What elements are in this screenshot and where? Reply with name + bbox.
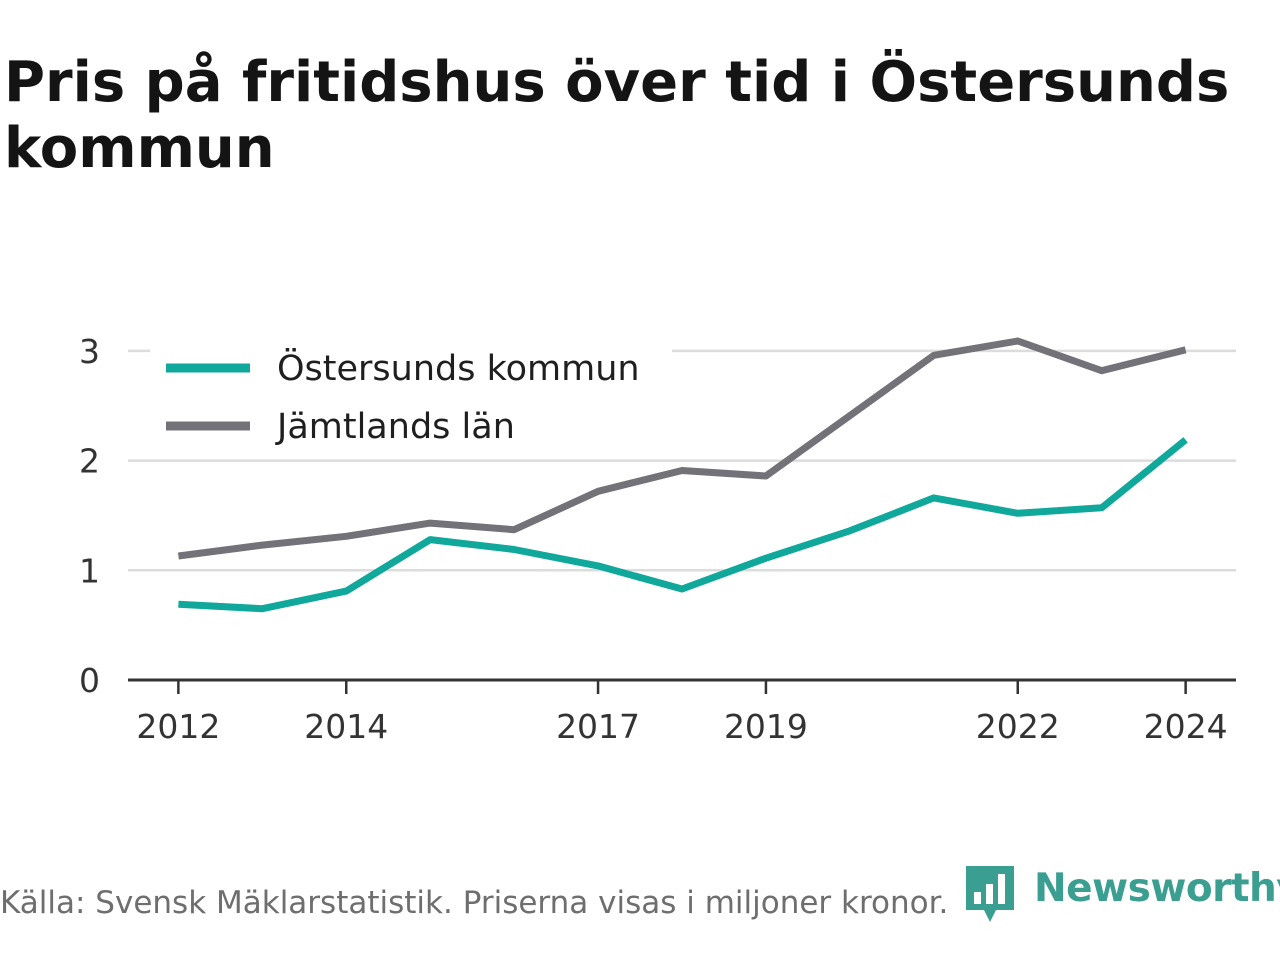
legend-label: Östersunds kommun — [277, 347, 640, 389]
x-tick-label: 2017 — [556, 707, 640, 746]
x-tick-label: 2022 — [976, 707, 1060, 746]
line-chart: 0 1 2 3 2012 2014 2017 2019 2022 2024 Östersunds… — [79, 332, 1236, 746]
y-tick-label: 3 — [79, 332, 100, 371]
y-tick-label: 1 — [79, 551, 100, 590]
source-note: Källa: Svensk Mäklarstatistik. Priserna … — [0, 885, 949, 921]
x-tick-label: 2019 — [724, 707, 808, 746]
x-tick-label: 2012 — [136, 707, 220, 746]
x-tick-label: 2014 — [304, 707, 388, 746]
y-tick-label: 0 — [79, 661, 100, 700]
legend-label: Jämtlands län — [275, 407, 515, 447]
x-axis: 2012 2014 2017 2019 2022 2024 — [128, 678, 1236, 746]
series-lines — [177, 337, 1188, 613]
brand-logo: Newsworthy — [964, 864, 1280, 928]
newsworthy-logo-icon — [966, 866, 1014, 922]
series-line-jamtlands-lan — [177, 337, 1187, 560]
series-line-ostersunds-kommun — [178, 437, 1188, 613]
y-tick-label: 2 — [79, 442, 100, 481]
x-tick-label: 2024 — [1144, 707, 1228, 746]
legend-background — [150, 340, 672, 450]
legend: Östersunds kommun Jämtlands län — [150, 340, 672, 450]
y-axis: 0 1 2 3 — [79, 332, 100, 700]
brand-name: Newsworthy — [1034, 866, 1280, 911]
chart-title: Pris på fritidshus över tid i Östersunds… — [4, 50, 1230, 181]
